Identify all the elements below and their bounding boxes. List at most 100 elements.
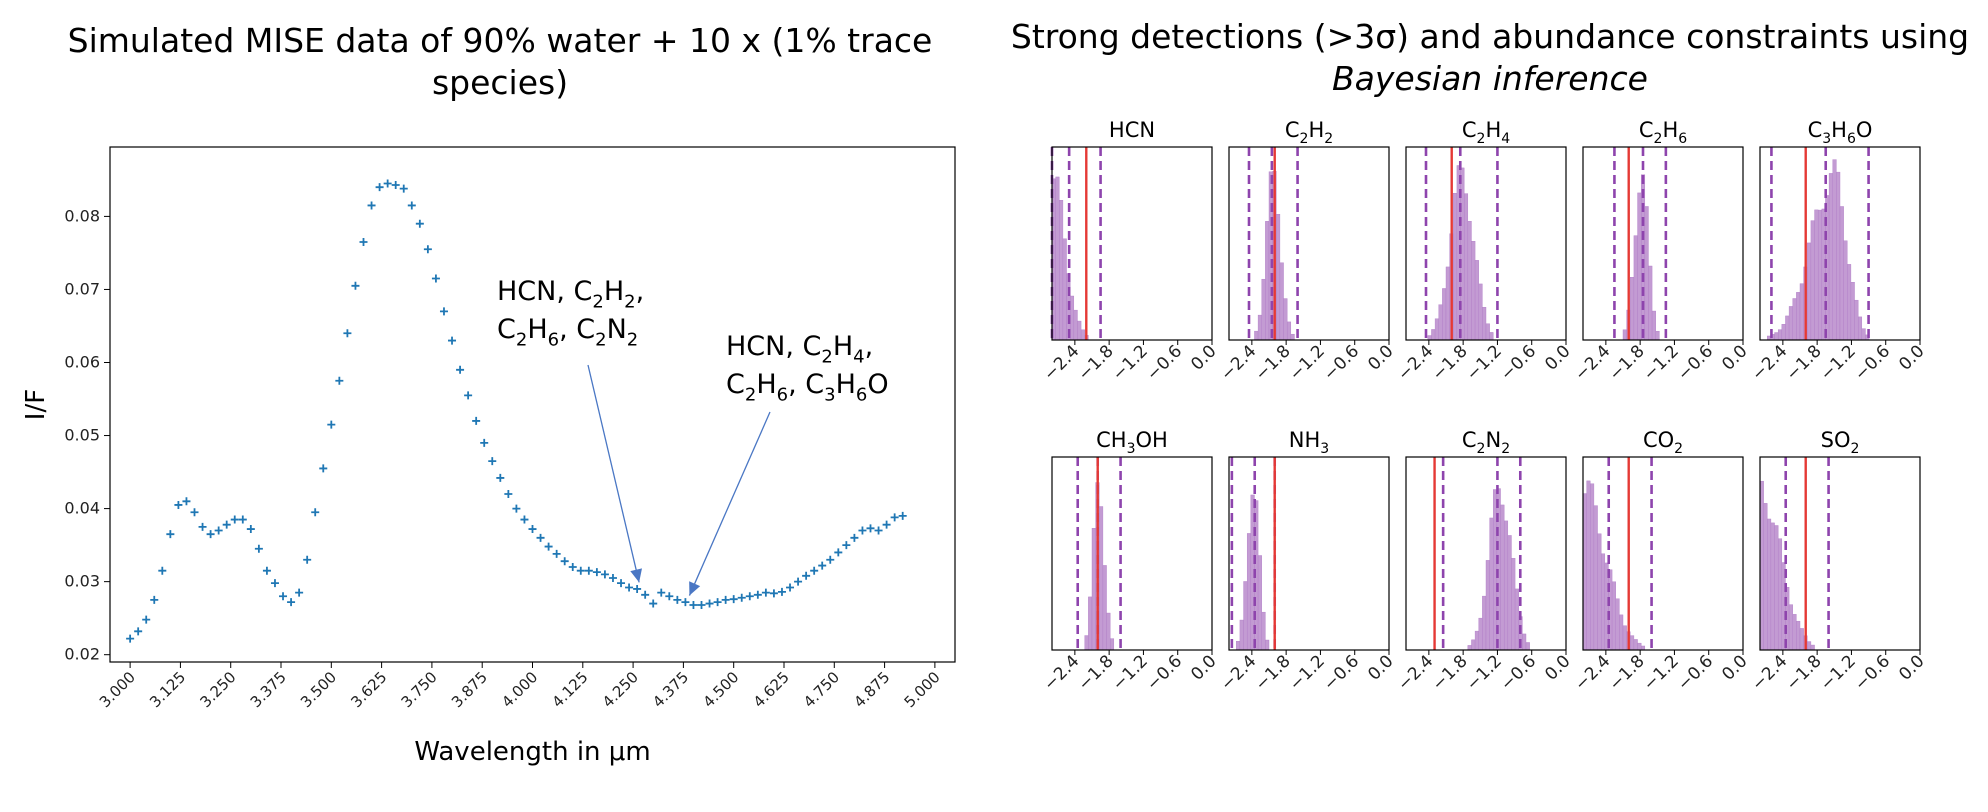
x-tick-label: −1.8 bbox=[1251, 341, 1294, 384]
histogram-bar bbox=[1445, 266, 1450, 341]
histogram-bar bbox=[1774, 525, 1779, 651]
y-tick-label: 0.03 bbox=[64, 572, 100, 591]
panel-frame bbox=[1759, 146, 1921, 341]
data-point bbox=[625, 583, 634, 592]
histogram-bar bbox=[1785, 315, 1790, 341]
data-point bbox=[174, 500, 183, 509]
y-tick-label: 0.06 bbox=[64, 352, 100, 371]
annotation-text: C2H6, C3H6O bbox=[726, 369, 889, 406]
data-point bbox=[407, 201, 416, 210]
x-tick-label: 0.0 bbox=[1364, 341, 1397, 374]
x-tick-label: −1.2 bbox=[1640, 341, 1683, 384]
data-point bbox=[512, 504, 521, 513]
data-point bbox=[681, 598, 690, 607]
histogram-bar bbox=[1648, 265, 1653, 341]
data-point bbox=[697, 601, 706, 610]
data-point bbox=[673, 595, 682, 604]
histogram-bar bbox=[1290, 333, 1295, 341]
y-tick-label: 0.05 bbox=[64, 426, 100, 445]
y-tick-label: 0.04 bbox=[64, 499, 100, 518]
x-tick-label: −1.2 bbox=[1817, 651, 1860, 694]
data-point bbox=[777, 587, 786, 596]
data-point bbox=[134, 627, 143, 636]
data-point bbox=[391, 180, 400, 189]
data-point bbox=[480, 438, 489, 447]
histogram-bar bbox=[1836, 171, 1841, 341]
data-point bbox=[359, 237, 368, 246]
x-tick-label: −2.4 bbox=[1394, 651, 1437, 694]
histogram-bar bbox=[1788, 306, 1793, 341]
histogram-bar bbox=[1854, 299, 1859, 341]
data-point bbox=[472, 416, 481, 425]
x-tick-label: −0.6 bbox=[1674, 651, 1717, 694]
x-axis-label: Wavelength in μm bbox=[414, 737, 650, 767]
right-chart-title: Strong detections (>3σ) and abundance co… bbox=[1010, 16, 1970, 100]
histogram-bar bbox=[1080, 329, 1085, 341]
x-tick-label: −1.8 bbox=[1074, 651, 1117, 694]
data-point bbox=[842, 541, 851, 550]
histogram-bar bbox=[1651, 310, 1656, 341]
histogram-bar bbox=[1055, 176, 1060, 341]
x-tick-label: 4.250 bbox=[599, 668, 642, 711]
x-tick-label: −1.2 bbox=[1109, 651, 1152, 694]
histogram-bar bbox=[1843, 240, 1848, 341]
histogram-bar bbox=[1630, 635, 1635, 651]
histogram-bar bbox=[1792, 614, 1797, 651]
histogram-bar bbox=[1442, 288, 1447, 341]
x-tick-label: 4.500 bbox=[699, 668, 742, 711]
data-point bbox=[399, 184, 408, 193]
x-tick-label: −1.8 bbox=[1605, 341, 1648, 384]
histogram-bar bbox=[1511, 558, 1516, 651]
histogram-bar bbox=[1637, 642, 1642, 651]
histogram-bar bbox=[1799, 628, 1804, 651]
data-point bbox=[319, 464, 328, 473]
data-point bbox=[142, 615, 151, 624]
histogram-bar bbox=[1106, 612, 1111, 651]
histogram-bar bbox=[1847, 264, 1852, 341]
histogram-bar bbox=[1514, 588, 1519, 651]
histogram-bar bbox=[1615, 598, 1620, 651]
x-tick-label: 3.250 bbox=[196, 668, 239, 711]
panel-title: NH3 bbox=[1289, 428, 1329, 457]
histogram-bar bbox=[1286, 321, 1292, 341]
spectrum-chart: 3.000 3.125 3.250 3.375 3.500 3.625 3.750 3.875… bbox=[21, 146, 956, 767]
x-tick-label: −0.6 bbox=[1143, 651, 1186, 694]
histogram-bar bbox=[1807, 242, 1812, 341]
data-point bbox=[858, 526, 867, 535]
data-point bbox=[705, 599, 714, 608]
data-point bbox=[866, 524, 875, 533]
data-point bbox=[279, 592, 288, 601]
x-tick-label: 5.000 bbox=[901, 668, 944, 711]
data-point bbox=[190, 508, 199, 517]
histogram-bar bbox=[1781, 324, 1786, 341]
data-point bbox=[665, 592, 674, 601]
data-point bbox=[633, 584, 642, 593]
x-tick-label: −2.4 bbox=[1748, 341, 1791, 384]
data-point bbox=[287, 598, 296, 607]
histogram-bar bbox=[1489, 517, 1494, 651]
x-tick-label: −1.8 bbox=[1428, 651, 1471, 694]
x-tick-label: −1.2 bbox=[1286, 341, 1329, 384]
histogram-bar bbox=[1434, 318, 1439, 341]
panel-title: SO2 bbox=[1821, 428, 1860, 457]
annotation-arrow bbox=[688, 411, 771, 596]
histogram-bar bbox=[1857, 316, 1863, 341]
data-point bbox=[431, 274, 440, 283]
histogram-bar bbox=[1597, 533, 1602, 651]
annotation-arrow bbox=[587, 364, 640, 583]
data-point bbox=[657, 588, 666, 597]
data-point bbox=[641, 590, 650, 599]
data-point bbox=[230, 515, 239, 524]
histogram-bar bbox=[1467, 221, 1472, 341]
data-point bbox=[238, 515, 247, 524]
histogram-bar bbox=[1453, 193, 1458, 341]
data-point bbox=[689, 601, 698, 610]
x-tick-label: 0.0 bbox=[1541, 341, 1574, 374]
histogram-bar bbox=[1611, 581, 1616, 651]
histogram-bar bbox=[1276, 214, 1281, 341]
data-point bbox=[834, 548, 843, 557]
histogram-panel: NH3 −2.4−1.8−1.2−0.6 0.0 bbox=[1217, 428, 1397, 695]
x-tick-label: −2.4 bbox=[1748, 651, 1791, 694]
panel-frame bbox=[1405, 456, 1567, 651]
panel-frame bbox=[1759, 456, 1921, 651]
